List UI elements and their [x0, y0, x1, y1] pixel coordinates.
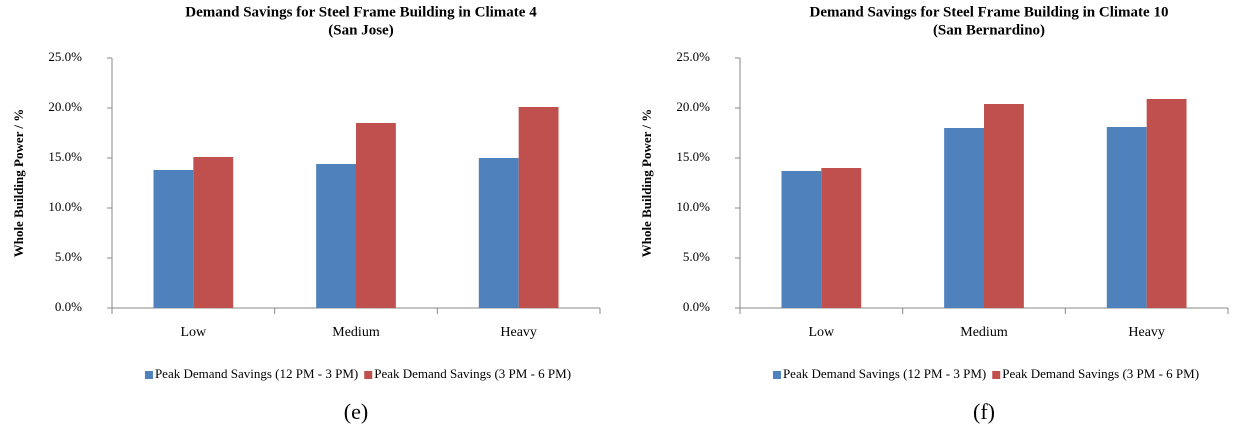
- caption: (f): [973, 399, 995, 424]
- y-tick-label: 10.0%: [48, 199, 82, 214]
- y-axis-label: Whole Building Power / %: [11, 109, 26, 258]
- y-tick-label: 10.0%: [676, 199, 710, 214]
- x-tick-label: Medium: [332, 325, 380, 340]
- caption: (e): [344, 399, 368, 424]
- bar: [356, 123, 396, 308]
- y-tick-label: 0.0%: [683, 299, 710, 314]
- legend: Peak Demand Savings (12 PM - 3 PM) Peak D…: [144, 366, 571, 381]
- legend-swatch: [364, 371, 373, 379]
- bar: [478, 158, 519, 308]
- y-tick-label: 15.0%: [676, 149, 710, 164]
- y-tick-label: 15.0%: [48, 149, 82, 164]
- bar: [781, 171, 822, 308]
- bar: [153, 170, 194, 308]
- y-tick-label: 20.0%: [48, 99, 82, 114]
- bar: [518, 107, 559, 308]
- x-tick-label: Heavy: [500, 325, 537, 340]
- x-tick-label: Low: [180, 325, 207, 340]
- bar: [1146, 99, 1187, 308]
- y-tick-label: 25.0%: [676, 49, 710, 64]
- bar: [984, 104, 1024, 308]
- chart-title: Demand Savings for Steel Frame Building …: [185, 4, 537, 20]
- bar: [944, 128, 984, 308]
- chart-subtitle: (San Jose): [328, 22, 393, 38]
- legend: Peak Demand Savings (12 PM - 3 PM) Peak D…: [772, 366, 1199, 381]
- x-tick-label: Low: [808, 325, 835, 340]
- bar: [193, 157, 234, 308]
- legend-label: Peak Demand Savings (12 PM - 3 PM): [783, 366, 986, 381]
- legend-label: Peak Demand Savings (3 PM - 6 PM): [374, 366, 571, 381]
- x-tick-label: Medium: [960, 325, 1008, 340]
- bar: [1106, 127, 1147, 308]
- y-axis-label: Whole Building Power / %: [639, 109, 654, 258]
- legend-swatch: [144, 371, 153, 379]
- bar: [821, 168, 862, 308]
- legend-label: Peak Demand Savings (12 PM - 3 PM): [155, 366, 358, 381]
- legend-swatch: [992, 371, 1001, 379]
- y-tick-label: 5.0%: [683, 249, 710, 264]
- y-tick-label: 5.0%: [55, 249, 82, 264]
- chart-subtitle: (San Bernardino): [933, 22, 1045, 38]
- bar: [316, 164, 356, 308]
- x-tick-label: Heavy: [1128, 325, 1165, 340]
- y-tick-label: 20.0%: [676, 99, 710, 114]
- y-tick-label: 25.0%: [48, 49, 82, 64]
- legend-swatch: [772, 371, 781, 379]
- legend-label: Peak Demand Savings (3 PM - 6 PM): [1002, 366, 1199, 381]
- chart-title: Demand Savings for Steel Frame Building …: [810, 4, 1169, 20]
- y-tick-label: 0.0%: [55, 299, 82, 314]
